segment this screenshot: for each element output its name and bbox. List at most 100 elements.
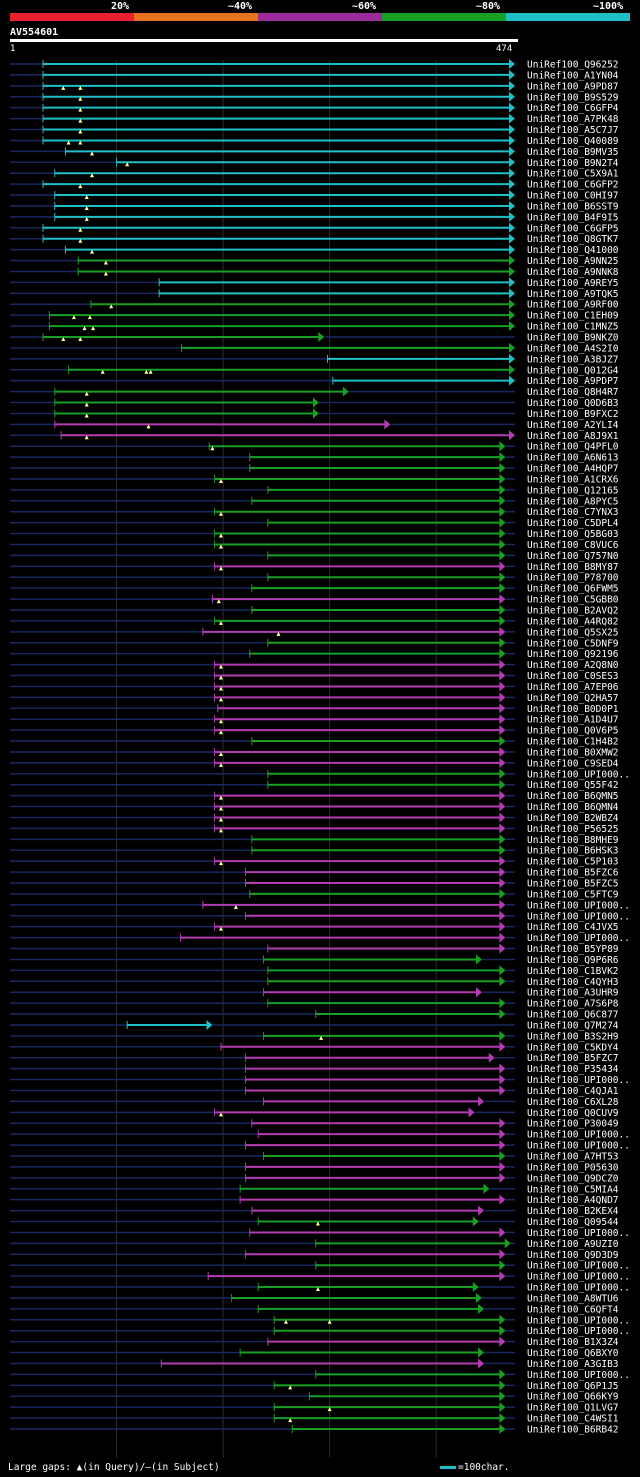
query-gap-marker <box>84 205 89 210</box>
hit-label: UniRef100_UPI000.. <box>527 1315 630 1326</box>
hit-label: UniRef100_UPI000.. <box>527 911 630 922</box>
hit-end-arrow <box>509 244 515 255</box>
query-gap-marker <box>100 369 105 374</box>
hit-end-arrow <box>509 135 515 146</box>
hit-end-arrow <box>499 867 506 878</box>
hit-label: UniRef100_A7S6P8 <box>527 999 619 1010</box>
hit-label: UniRef100_A5C7J7 <box>527 125 619 136</box>
hit-end-arrow <box>499 746 506 757</box>
hit-end-arrow <box>318 332 325 342</box>
query-gap-marker <box>218 566 223 571</box>
query-gap-marker <box>78 107 83 112</box>
hit-end-arrow <box>472 1216 479 1227</box>
hit-end-arrow <box>499 506 506 517</box>
hit-label: UniRef100_A3GIB3 <box>527 1359 619 1370</box>
hit-end-arrow <box>499 528 506 539</box>
subject-gap-text: (in Subject) <box>151 1462 220 1473</box>
hit-end-arrow <box>509 80 515 91</box>
hit-end-arrow <box>509 190 515 201</box>
hit-label: UniRef100_Q012G4 <box>527 365 619 376</box>
query-gap-marker <box>276 631 281 636</box>
hit-label: UniRef100_C1BVK2 <box>527 966 619 977</box>
hit-end-arrow <box>499 899 506 910</box>
hit-end-arrow <box>509 375 515 386</box>
hit-end-arrow <box>312 408 319 419</box>
hit-label: UniRef100_B4F9I5 <box>527 212 619 223</box>
hit-end-arrow <box>499 757 506 768</box>
hit-label: UniRef100_Q40089 <box>527 136 619 147</box>
hit-end-arrow <box>478 1303 485 1314</box>
hit-label: UniRef100_A1D4U7 <box>527 715 619 726</box>
hit-label: UniRef100_Q757N0 <box>527 551 619 562</box>
hit-label: UniRef100_C4QYH3 <box>527 977 619 988</box>
hit-end-arrow <box>499 714 506 725</box>
hit-label: UniRef100_P30049 <box>527 1119 619 1130</box>
hit-label: UniRef100_UPI000.. <box>527 1261 630 1272</box>
hit-end-arrow <box>475 987 482 998</box>
hit-label: UniRef100_B5FZC6 <box>527 868 619 879</box>
hit-end-arrow <box>488 1052 495 1063</box>
hit-end-arrow <box>509 288 515 299</box>
hit-label: UniRef100_A9NN25 <box>527 256 619 267</box>
hit-end-arrow <box>499 583 506 594</box>
hit-label: UniRef100_B1X3Z4 <box>527 1337 619 1348</box>
hit-end-arrow <box>499 484 506 495</box>
hit-label: UniRef100_B0D0P1 <box>527 704 619 715</box>
hit-end-arrow <box>499 1325 506 1336</box>
hit-label: UniRef100_UPI000.. <box>527 769 630 780</box>
hit-end-arrow <box>509 321 515 332</box>
query-gap-marker <box>218 511 223 516</box>
query-gap-marker <box>78 238 83 243</box>
hit-label: UniRef100_Q12165 <box>527 485 619 496</box>
query-gap-marker <box>84 195 89 200</box>
hit-end-arrow <box>499 725 506 736</box>
hit-label: UniRef100_B3S2H9 <box>527 1031 619 1042</box>
hit-end-arrow <box>499 1129 506 1140</box>
hit-end-arrow <box>509 255 515 266</box>
hit-end-arrow <box>499 888 506 899</box>
hit-end-arrow <box>499 1391 506 1402</box>
query-gap-marker <box>218 675 223 680</box>
identity-bin-label-0: 20% <box>111 1 130 12</box>
hit-label: UniRef100_C1H4B2 <box>527 737 619 748</box>
hit-label: UniRef100_UPI000.. <box>527 1326 630 1337</box>
identity-bin-1 <box>134 13 258 21</box>
hit-end-arrow <box>499 1074 506 1085</box>
query-gap-marker <box>66 140 71 145</box>
hit-label: UniRef100_B0XMW2 <box>527 747 619 758</box>
hit-end-arrow <box>499 1161 506 1172</box>
hit-end-arrow <box>504 1238 511 1249</box>
hit-label: UniRef100_A4HQP7 <box>527 464 619 475</box>
hit-end-arrow <box>499 1424 506 1434</box>
gaps-legend-label: Large gaps: <box>8 1462 71 1473</box>
query-gap-marker <box>78 96 83 101</box>
query-gap-marker <box>218 664 223 669</box>
hit-end-arrow <box>499 1063 506 1074</box>
hit-label: UniRef100_B8MHE9 <box>527 835 619 846</box>
hit-end-arrow <box>499 670 506 681</box>
query-gap-marker <box>218 686 223 691</box>
identity-bin-0 <box>10 13 134 21</box>
query-end-tick: 474 <box>496 44 513 54</box>
hit-end-arrow <box>499 1271 506 1282</box>
hit-end-arrow <box>499 1413 506 1424</box>
hit-label: UniRef100_B2AVQ2 <box>527 606 619 617</box>
hit-label: UniRef100_C7YNX3 <box>527 507 619 518</box>
hit-label: UniRef100_P05630 <box>527 1162 619 1173</box>
query-gap-marker <box>84 391 89 396</box>
hit-end-arrow <box>312 397 319 408</box>
hit-end-arrow <box>499 1194 506 1205</box>
hit-label: UniRef100_C5X9A1 <box>527 169 619 180</box>
query-gap-marker <box>78 337 83 341</box>
identity-bin-4 <box>506 13 630 21</box>
query-gap-marker <box>216 599 221 604</box>
hit-label: UniRef100_A2Q8N0 <box>527 660 619 671</box>
query-gap-marker <box>283 1319 288 1324</box>
hit-label: UniRef100_B9FXC2 <box>527 409 619 420</box>
hit-end-arrow <box>475 954 482 965</box>
hit-label: UniRef100_Q2HA57 <box>527 693 619 704</box>
hit-end-arrow <box>509 157 515 168</box>
hit-end-arrow <box>499 1260 506 1271</box>
hit-end-arrow <box>499 736 506 747</box>
